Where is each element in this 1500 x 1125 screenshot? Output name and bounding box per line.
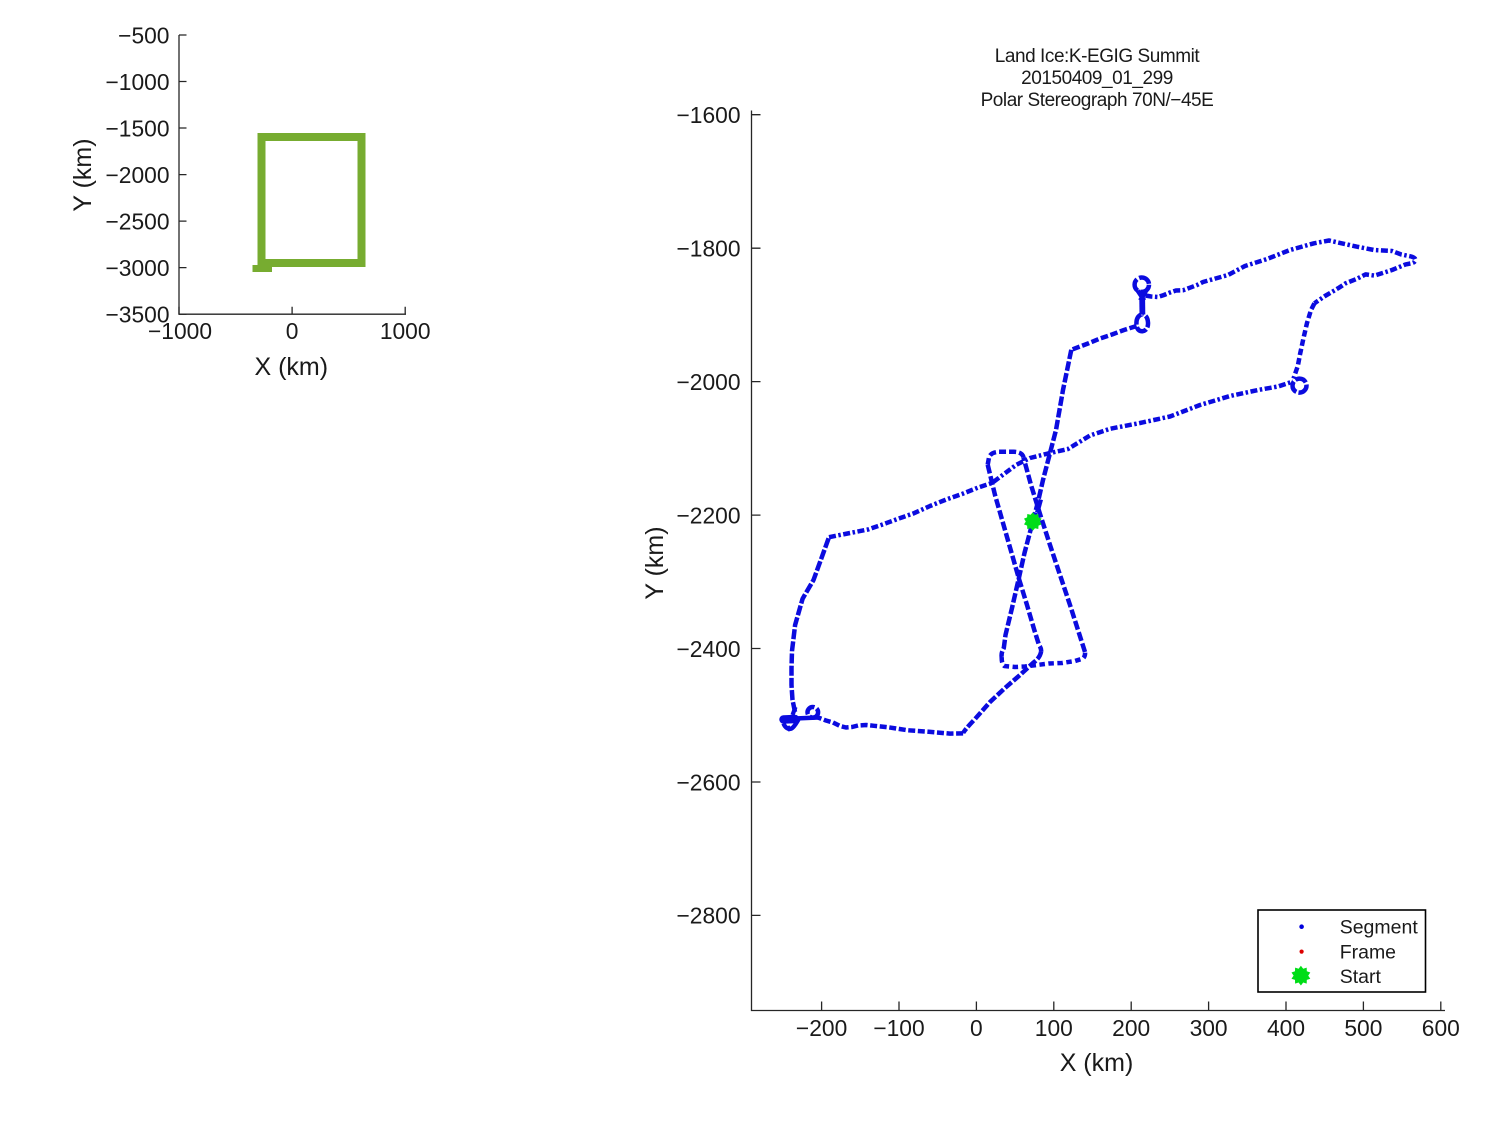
svg-text:−3500: −3500 [105,302,169,328]
svg-text:0: 0 [970,1015,983,1041]
svg-text:20150409_01_299: 20150409_01_299 [1021,68,1173,89]
svg-text:Start: Start [1340,966,1382,988]
svg-text:−100: −100 [873,1015,924,1041]
svg-text:−2200: −2200 [676,502,740,528]
svg-text:−1800: −1800 [676,236,740,262]
svg-text:Land Ice:K-EGIG Summit: Land Ice:K-EGIG Summit [995,46,1201,67]
svg-text:−2500: −2500 [105,208,169,234]
svg-text:X (km): X (km) [1060,1049,1134,1077]
svg-text:−3000: −3000 [105,255,169,281]
svg-text:−1500: −1500 [105,115,169,141]
svg-text:−2000: −2000 [105,162,169,188]
svg-text:X (km): X (km) [254,353,328,381]
svg-text:−1000: −1000 [148,318,212,344]
svg-text:−200: −200 [796,1015,847,1041]
svg-text:−1600: −1600 [676,102,740,128]
svg-text:500: 500 [1344,1015,1382,1041]
svg-text:300: 300 [1190,1015,1228,1041]
svg-text:−500: −500 [118,22,169,48]
svg-text:600: 600 [1422,1015,1460,1041]
svg-text:−2800: −2800 [676,903,740,929]
svg-text:−2600: −2600 [676,769,740,795]
svg-text:−2000: −2000 [676,369,740,395]
svg-text:0: 0 [286,318,299,344]
svg-text:−1000: −1000 [105,69,169,95]
svg-text:Frame: Frame [1340,942,1396,964]
svg-text:200: 200 [1112,1015,1150,1041]
svg-text:400: 400 [1267,1015,1305,1041]
svg-text:−2400: −2400 [676,636,740,662]
svg-text:Segment: Segment [1340,917,1419,939]
svg-text:Y (km): Y (km) [641,526,669,599]
svg-text:Y (km): Y (km) [69,138,97,211]
svg-text:100: 100 [1035,1015,1073,1041]
svg-text:1000: 1000 [380,318,431,344]
svg-text:Polar Stereograph 70N/−45E: Polar Stereograph 70N/−45E [981,90,1214,111]
